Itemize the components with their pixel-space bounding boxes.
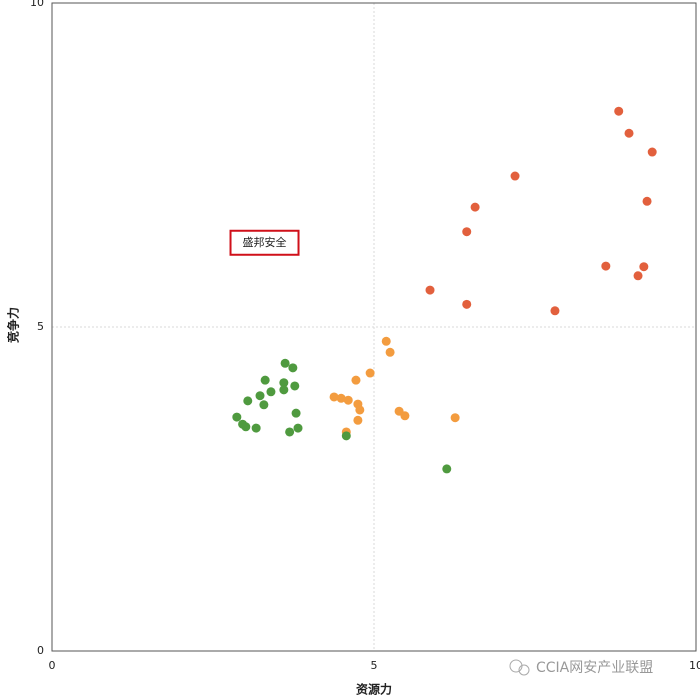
- point: [290, 381, 300, 391]
- point: [353, 415, 363, 425]
- point: [259, 400, 269, 410]
- point: [355, 405, 365, 415]
- point: [336, 393, 346, 403]
- point: [633, 271, 643, 281]
- point: [243, 396, 253, 406]
- y-tick-label: 5: [37, 320, 44, 333]
- x-axis-title: 资源力: [356, 682, 392, 697]
- point: [341, 431, 351, 441]
- point: [442, 464, 452, 474]
- annotation-box: [229, 229, 300, 256]
- point: [642, 196, 652, 206]
- point: [381, 336, 391, 346]
- watermark: CCIA网安产业联盟: [509, 659, 653, 676]
- plot-frame: [51, 2, 697, 652]
- point: [232, 412, 242, 422]
- watermark-icon: [509, 659, 523, 673]
- annotation: 盛邦安全: [243, 235, 287, 249]
- point: [280, 358, 290, 368]
- point: [343, 395, 353, 405]
- point: [450, 413, 460, 423]
- point: [365, 368, 375, 378]
- point: [601, 261, 611, 271]
- point: [266, 387, 276, 397]
- y-tick-label: 10: [30, 0, 44, 9]
- point: [614, 106, 624, 116]
- point: [624, 128, 634, 138]
- point: [329, 392, 339, 402]
- x-tick-label: 10: [689, 659, 700, 672]
- point: [639, 262, 649, 272]
- point: [291, 408, 301, 418]
- point: [351, 375, 361, 385]
- point: [647, 147, 657, 157]
- point: [385, 347, 395, 357]
- point: [285, 427, 295, 437]
- point: [293, 423, 303, 433]
- point: [462, 227, 472, 237]
- x-tick-label: 5: [371, 659, 378, 672]
- point: [241, 422, 251, 432]
- point: [279, 385, 289, 395]
- point: [400, 411, 410, 421]
- watermark-text: CCIA网安产业联盟: [536, 660, 653, 676]
- point: [462, 299, 472, 309]
- point: [550, 306, 560, 316]
- point: [251, 423, 261, 433]
- point: [470, 202, 480, 212]
- point: [510, 171, 520, 181]
- watermark-icon: [518, 664, 530, 676]
- point: [288, 363, 298, 373]
- y-tick-label: 0: [37, 644, 44, 657]
- y-axis-title: 竞争力: [6, 307, 21, 343]
- point: [260, 375, 270, 385]
- point: [255, 391, 265, 401]
- point: [279, 378, 289, 388]
- x-tick-label: 0: [49, 659, 56, 672]
- point: [425, 285, 435, 295]
